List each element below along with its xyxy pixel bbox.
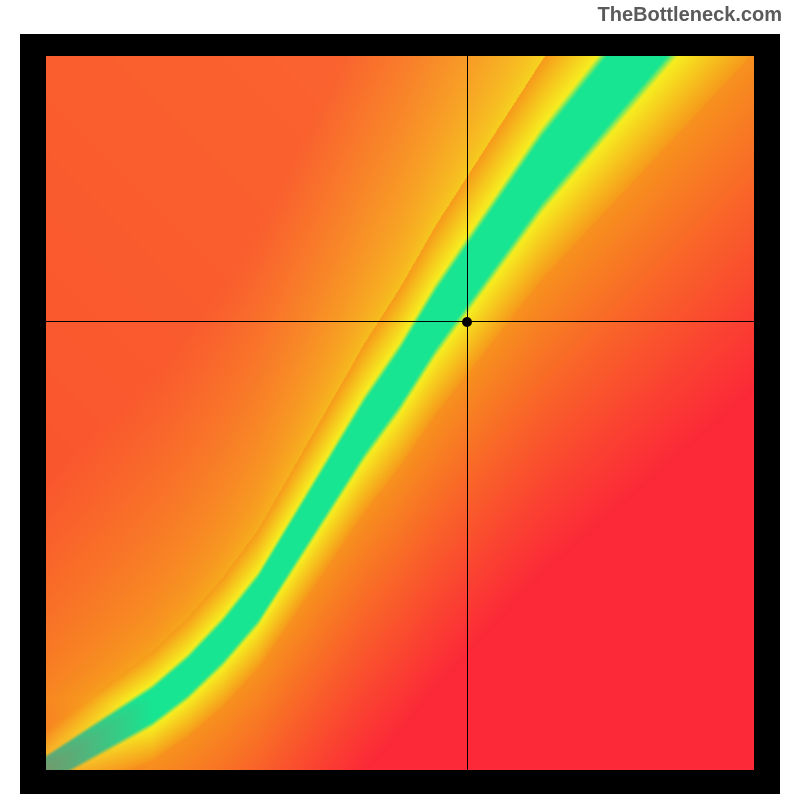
heatmap-canvas: [46, 56, 754, 770]
crosshair-vertical: [467, 56, 468, 770]
outer-frame: [20, 34, 780, 794]
plot-area: [46, 56, 754, 770]
crosshair-marker: [462, 317, 472, 327]
watermark-text: TheBottleneck.com: [598, 4, 782, 27]
figure-container: TheBottleneck.com: [0, 0, 800, 800]
crosshair-horizontal: [46, 321, 754, 322]
